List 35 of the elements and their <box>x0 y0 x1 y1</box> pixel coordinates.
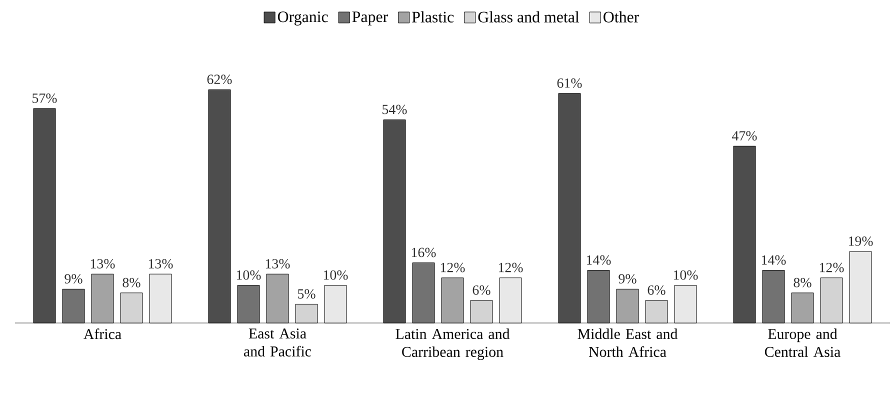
data-label: 8% <box>794 278 812 288</box>
x-tick-label: East Asia and Pacific <box>244 328 312 356</box>
legend-label: Paper <box>352 12 388 26</box>
data-label: 13% <box>90 259 115 269</box>
data-label: 13% <box>266 259 290 269</box>
data-label: 62% <box>207 74 232 84</box>
data-label: 8% <box>122 278 140 288</box>
data-label: 12% <box>498 262 523 272</box>
data-label: 16% <box>412 248 436 258</box>
data-label: 12% <box>440 262 465 272</box>
x-tick-label: Europe and Central Asia <box>764 328 840 357</box>
data-label: 12% <box>820 262 844 272</box>
legend-label: Plastic <box>412 11 454 22</box>
data-label: 10% <box>236 270 261 280</box>
data-label: 5% <box>298 289 316 299</box>
data-label: 61% <box>557 78 582 88</box>
data-label: 14% <box>762 255 786 265</box>
data-label: 54% <box>382 104 407 114</box>
data-label: 10% <box>674 270 698 280</box>
data-label: 47% <box>732 131 757 141</box>
data-label: 9% <box>618 274 636 284</box>
data-label: 13% <box>148 259 173 269</box>
data-label: 9% <box>64 274 82 284</box>
data-label: 10% <box>324 270 348 280</box>
data-label: 6% <box>648 285 666 295</box>
data-label: 19% <box>848 236 873 246</box>
legend-label: Organic <box>278 12 328 26</box>
legend-label: Other <box>604 11 640 22</box>
data-label: 14% <box>586 255 611 265</box>
data-label: 57% <box>32 93 57 103</box>
data-label: 6% <box>472 285 490 295</box>
x-tick-label: Latin America and Carribean region <box>396 328 510 360</box>
legend-label: Glass and metal <box>478 11 580 22</box>
x-tick-label: Middle East and North Africa <box>578 328 678 357</box>
x-tick-label: Africa <box>84 328 122 340</box>
